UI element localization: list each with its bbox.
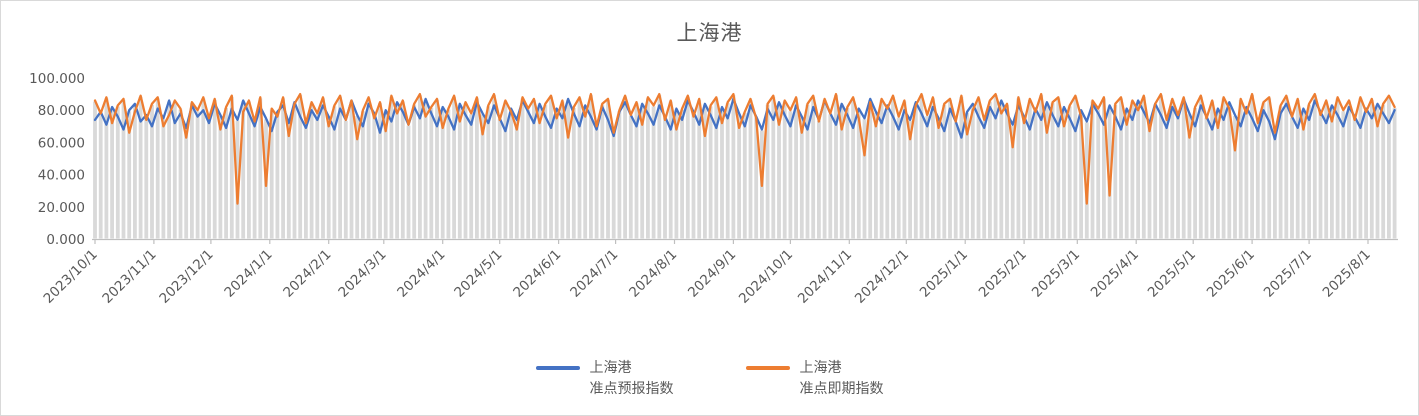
x-axis-tick-label: 2024/11/1 — [795, 247, 855, 307]
legend-forecast-label-line2: 准点预报指数 — [589, 381, 674, 398]
x-axis-tick-label: 2025/7/1 — [1261, 247, 1315, 301]
legend-spot-label-line1: 上海港 — [799, 359, 842, 376]
y-axis-tick-label: 40.000 — [38, 168, 85, 184]
x-axis-tick-label: 2024/6/1 — [510, 247, 564, 301]
x-axis-tick-label: 2024/4/1 — [394, 247, 448, 301]
forecast-line-swatch-icon — [535, 365, 580, 370]
y-axis-tick-label: 100.000 — [29, 71, 85, 87]
x-axis-tick-label: 2025/2/1 — [976, 247, 1030, 301]
x-axis-tick-label: 2023/12/1 — [156, 247, 216, 307]
legend: 上海港 准点预报指数 上海港 准点即期指数 — [1, 358, 1418, 401]
x-axis-tick-label: 2024/8/1 — [626, 247, 680, 301]
legend-item-spot: 上海港 准点即期指数 — [745, 358, 884, 401]
legend-item-forecast: 上海港 准点预报指数 — [535, 358, 674, 401]
x-axis-tick-label: 2023/11/1 — [99, 247, 159, 307]
x-axis-tick-label: 2023/10/1 — [41, 247, 101, 307]
chart-title: 上海港 — [676, 21, 743, 45]
x-axis-tick-label: 2025/8/1 — [1320, 247, 1374, 301]
x-axis-tick-label: 2024/5/1 — [451, 247, 505, 301]
x-axis-tick-label: 2025/6/1 — [1204, 247, 1258, 301]
x-axis-tick-label: 2024/2/1 — [280, 247, 334, 301]
x-axis-tick-label: 2024/9/1 — [685, 247, 739, 301]
x-axis-tick-label: 2024/7/1 — [567, 247, 621, 301]
y-axis-tick-label: 0.000 — [46, 232, 85, 248]
y-axis-tick-label: 80.000 — [38, 103, 85, 119]
x-axis-tick-label: 2025/1/1 — [917, 247, 971, 301]
spot-series-line — [93, 92, 1396, 205]
legend-forecast-label-line1: 上海港 — [589, 359, 632, 376]
forecast-series-line — [93, 97, 1396, 141]
spot-line-swatch-icon — [745, 365, 790, 370]
x-axis-tick-label: 2024/12/1 — [852, 247, 912, 307]
y-axis-tick-label: 60.000 — [38, 135, 85, 151]
x-axis-tick-label: 2025/4/1 — [1088, 247, 1142, 301]
x-axis-tick-label: 2025/5/1 — [1145, 247, 1199, 301]
x-axis-tick-label: 2024/10/1 — [736, 247, 796, 307]
x-axis-tick-label: 2025/3/1 — [1029, 247, 1083, 301]
x-axis-tick-label: 2024/1/1 — [221, 247, 275, 301]
x-axis-tick-label: 2024/3/1 — [335, 247, 389, 301]
y-axis-tick-label: 20.000 — [38, 200, 85, 216]
legend-spot-label-line2: 准点即期指数 — [799, 381, 884, 398]
